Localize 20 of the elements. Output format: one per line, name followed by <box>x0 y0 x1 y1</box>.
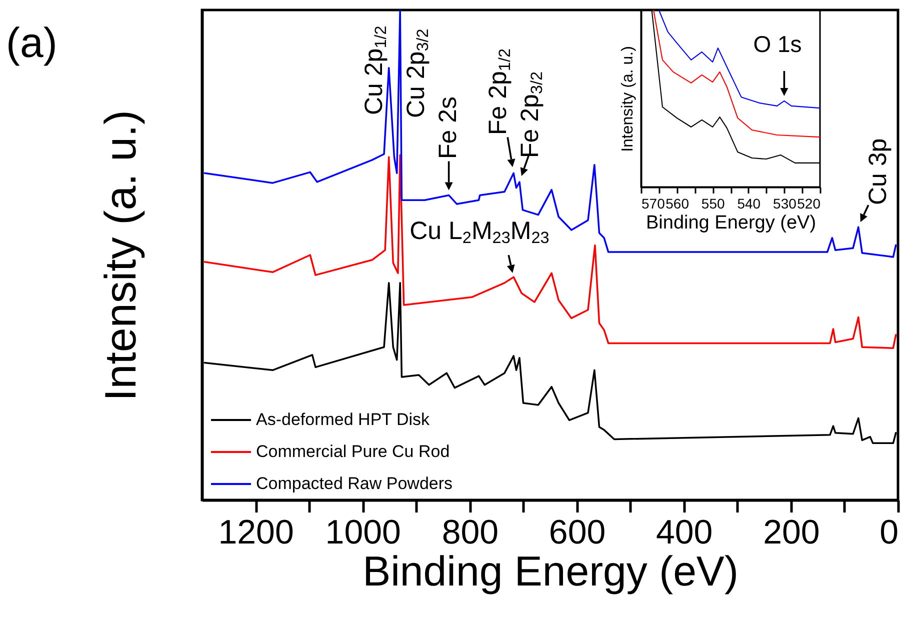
x-tick-label: 540 <box>737 196 761 212</box>
x-tick-label: 560 <box>666 196 690 212</box>
legend-label: Compacted Raw Powders <box>256 474 453 493</box>
annotation: Cu 3p <box>864 138 892 206</box>
y-axis-title: Intensity (a. u.) <box>620 46 636 152</box>
legend-label: As-deformed HPT Disk <box>256 410 430 429</box>
x-tick-label: 0 <box>880 514 898 552</box>
x-tick-label: 200 <box>763 514 820 552</box>
annotation: Fe 2s <box>434 96 462 160</box>
legend-label: Commercial Pure Cu Rod <box>256 442 450 461</box>
annotation: O 1s <box>753 30 802 57</box>
y-axis-title: Intensity (a. u.) <box>96 110 146 402</box>
x-tick-label: 520 <box>797 196 821 212</box>
x-axis-title: Binding Energy (eV) <box>646 212 816 234</box>
x-tick-label: 570 <box>642 196 666 212</box>
x-tick-label: 550 <box>701 196 725 212</box>
annotation: Cu L$_{2}$M$_{23}$M$_{23}$ <box>410 217 550 248</box>
x-tick-label: 1200 <box>218 514 294 552</box>
text: (a) <box>6 19 58 66</box>
x-tick-label: 530 <box>773 196 797 212</box>
